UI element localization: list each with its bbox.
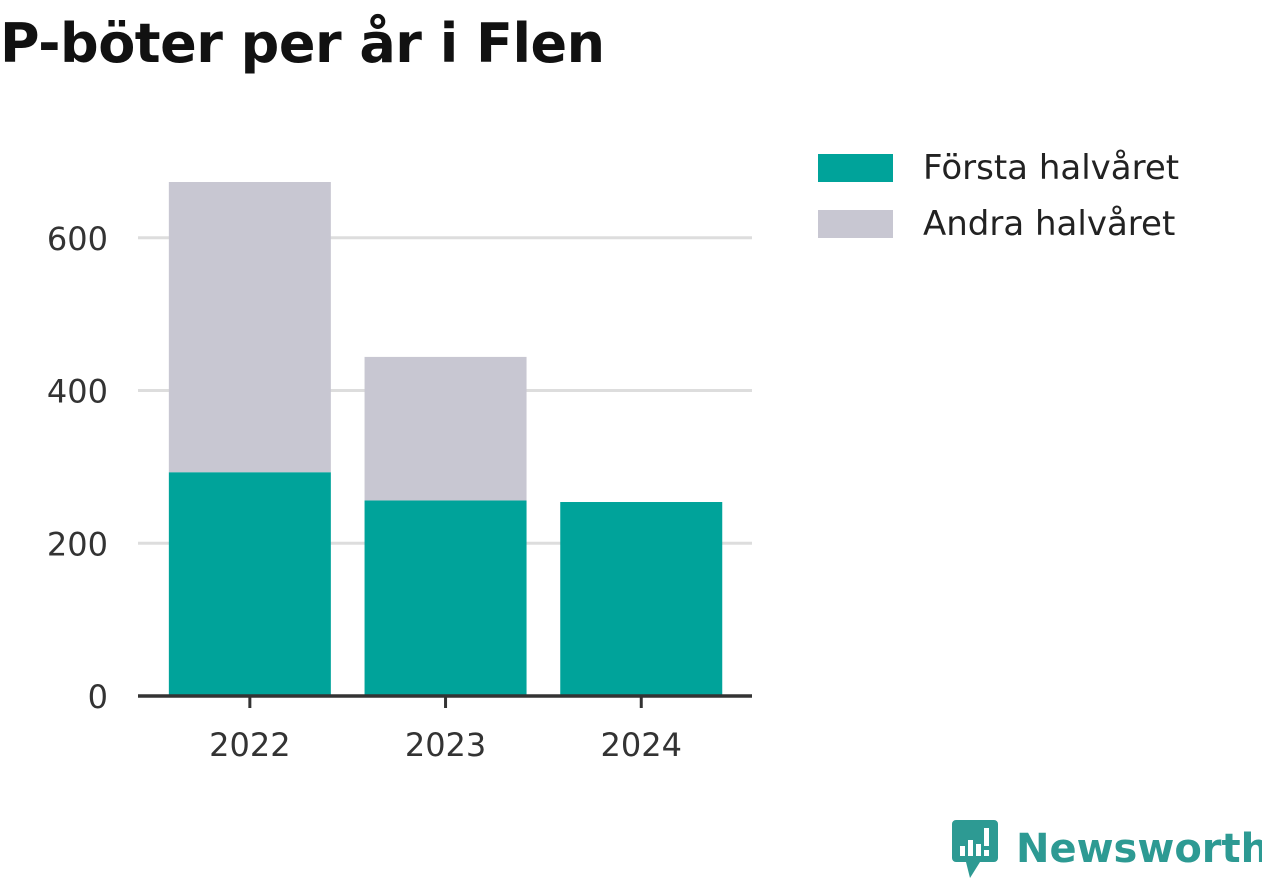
legend-label-andra: Andra halvåret xyxy=(923,204,1176,244)
bar-2022-series-0 xyxy=(168,472,331,696)
bar-2024-series-0 xyxy=(560,502,723,696)
brand-name: Newsworthy xyxy=(1016,826,1262,872)
legend: Första halvåret Andra halvåret xyxy=(818,140,1179,252)
legend-item-andra: Andra halvåret xyxy=(818,196,1179,252)
y-tick-label-600: 600 xyxy=(47,220,108,258)
x-tick-labels: 2022 2023 2024 xyxy=(209,726,682,764)
x-tick-label-2023: 2023 xyxy=(405,726,486,764)
bar-2022-series-1 xyxy=(168,182,331,473)
y-tick-label-0: 0 xyxy=(88,678,108,716)
brand-logo: Newsworthy xyxy=(950,818,1262,880)
legend-item-forsta: Första halvåret xyxy=(818,140,1179,196)
chart-title: P-böter per år i Flen xyxy=(0,12,605,75)
bar-2023-series-1 xyxy=(364,356,527,501)
x-tick-label-2024: 2024 xyxy=(601,726,682,764)
x-tick-label-2022: 2022 xyxy=(209,726,290,764)
legend-label-forsta: Första halvåret xyxy=(923,148,1180,188)
axes xyxy=(138,694,752,708)
bar-chart: 0 200 400 600 2022 2023 2024 xyxy=(47,182,752,764)
bar-2023-series-0 xyxy=(364,500,527,696)
y-tick-label-200: 200 xyxy=(47,525,108,563)
y-tick-label-400: 400 xyxy=(47,373,108,411)
newsworthy-logo-icon xyxy=(952,820,998,878)
y-tick-labels: 0 200 400 600 xyxy=(47,220,108,716)
legend-swatch-forsta xyxy=(818,154,893,182)
bars xyxy=(168,182,723,696)
legend-swatch-andra xyxy=(818,210,893,238)
